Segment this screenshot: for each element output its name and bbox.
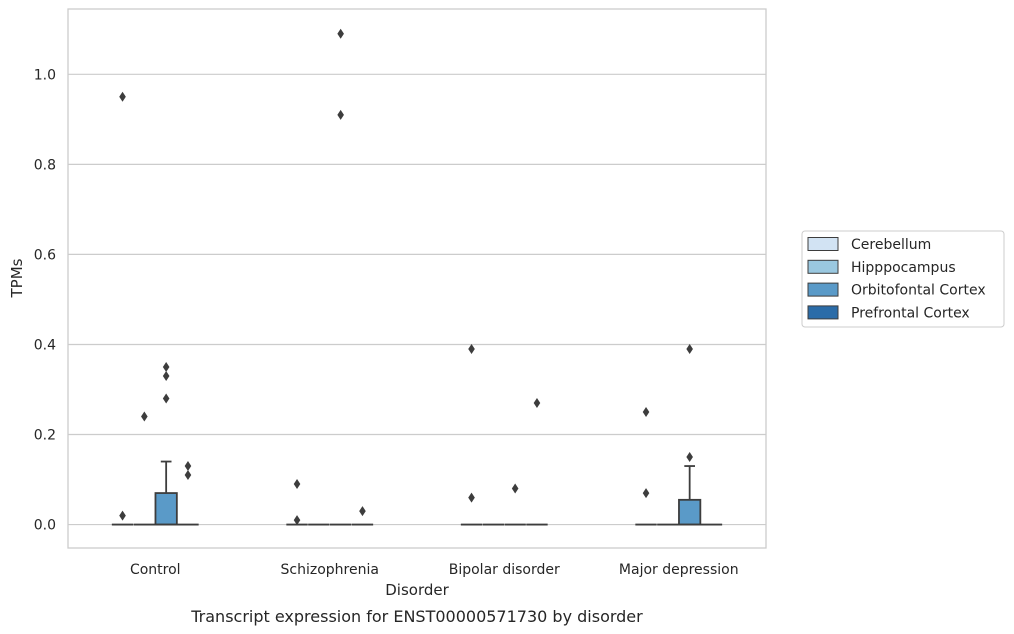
outlier-point — [533, 398, 541, 409]
outlier-point — [337, 109, 344, 120]
outlier-point — [468, 343, 475, 354]
xtick-label: Schizophrenia — [281, 562, 379, 578]
box-cerebellum — [635, 407, 657, 526]
box-orbitofontal-cortex — [154, 361, 178, 526]
legend-label: Prefrontal Cortex — [851, 305, 970, 321]
legend-swatch — [807, 305, 839, 320]
legend-label: Orbitofontal Cortex — [851, 283, 986, 299]
box-orbitofontal-cortex — [329, 28, 352, 526]
y-tick-labels: 0.0 0.2 0.4 0.6 0.8 1.0 — [34, 67, 56, 533]
outlier-point — [468, 492, 475, 503]
outlier-point — [184, 470, 192, 481]
outlier-point — [141, 411, 148, 422]
outlier-point — [359, 506, 366, 517]
legend-swatch — [807, 282, 839, 297]
legend-swatch — [807, 259, 839, 274]
xtick-label: Bipolar disorder — [449, 562, 560, 578]
outlier-point — [686, 452, 693, 463]
box-body — [154, 492, 178, 526]
box-series — [111, 28, 723, 526]
outlier-point — [293, 479, 301, 490]
box-cerebellum — [286, 479, 308, 526]
x-axis-label: Disorder — [385, 581, 449, 599]
legend-label: Cerebellum — [851, 237, 931, 253]
outlier-point — [119, 510, 126, 521]
legend-frame — [801, 230, 1005, 328]
box-hipppocampus — [133, 411, 156, 526]
figure-caption: Transcript expression for ENST0000057173… — [190, 607, 643, 626]
ytick-label: 0.4 — [34, 337, 56, 353]
y-axis-label: TPMs — [8, 258, 26, 298]
box-prefrontal-cortex — [177, 461, 199, 526]
box-prefrontal-cortex — [526, 398, 548, 526]
legend: Cerebellum Hipppocampus Orbitofontal Corte… — [801, 230, 1005, 328]
box-orbitofontal-cortex — [504, 483, 526, 526]
xtick-label: Control — [130, 562, 181, 578]
box-orbitofontal-cortex — [678, 343, 702, 526]
outlier-point — [184, 461, 192, 472]
plot-frame — [67, 8, 767, 549]
ytick-label: 0.2 — [34, 428, 56, 444]
ytick-label: 0.0 — [34, 518, 56, 534]
outlier-point — [642, 407, 650, 418]
legend-swatch — [807, 237, 839, 251]
box-body — [678, 498, 702, 526]
outlier-point — [337, 28, 344, 39]
box-prefrontal-cortex — [351, 506, 374, 526]
outlier-point — [686, 343, 693, 354]
outlier-point — [293, 515, 301, 526]
box-cerebellum — [460, 343, 483, 526]
xtick-label: Major depression — [619, 562, 739, 578]
ytick-label: 0.6 — [34, 247, 56, 263]
x-tick-labels: Schizophrenia Bipolar disorder Major depre… — [281, 562, 739, 578]
ytick-label: 1.0 — [34, 67, 56, 83]
outlier-point — [119, 91, 126, 102]
outlier-point — [162, 370, 170, 381]
outlier-point — [162, 361, 170, 372]
legend-label: Hipppocampus — [851, 260, 956, 276]
box-cerebellum — [111, 91, 134, 526]
outlier-point — [511, 483, 519, 494]
ytick-label: 0.8 — [34, 157, 56, 173]
outlier-point — [642, 488, 650, 499]
outlier-point — [162, 393, 170, 404]
